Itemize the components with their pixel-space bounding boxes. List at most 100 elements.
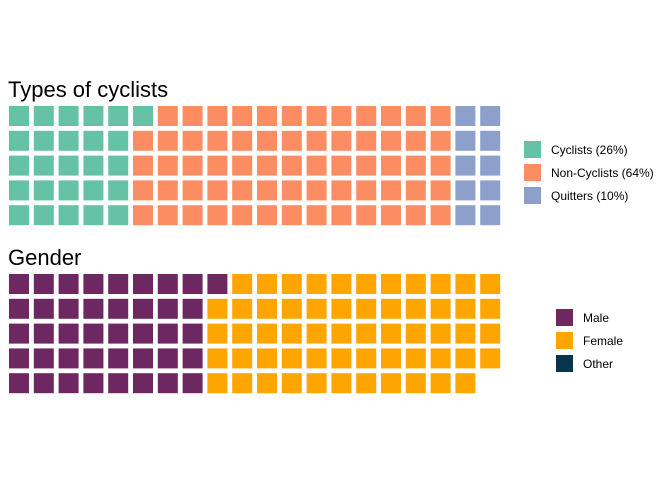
waffle-cell-female xyxy=(232,274,253,294)
waffle-cell-female xyxy=(257,348,277,369)
waffle-cell-cyclists xyxy=(58,106,79,126)
waffle-cell-cyclists xyxy=(108,106,129,126)
waffle-cell-male xyxy=(207,274,228,294)
waffle-cell-female xyxy=(455,348,476,369)
waffle-cell-non-cyclists xyxy=(430,130,451,151)
waffle-cell-non-cyclists xyxy=(157,180,178,201)
waffle-cell-female xyxy=(430,298,451,319)
waffle-cell-male xyxy=(108,348,129,369)
waffle-cell-non-cyclists xyxy=(133,155,153,176)
waffle-cell-non-cyclists xyxy=(430,180,451,201)
waffle-cell-male xyxy=(182,348,203,369)
waffle-cell-female xyxy=(405,298,426,319)
waffle-cell-female xyxy=(331,348,352,369)
waffle-cell-male xyxy=(58,348,79,369)
waffle-cell-non-cyclists xyxy=(356,205,377,226)
waffle-cell-male xyxy=(9,373,29,394)
waffle-cell-non-cyclists xyxy=(405,155,426,176)
waffle-cell-male xyxy=(133,323,153,344)
legend-key-other xyxy=(556,355,573,372)
waffle-cell-non-cyclists xyxy=(257,106,277,126)
waffle-cell-female xyxy=(232,373,253,394)
waffle-cell-female xyxy=(331,298,352,319)
waffle-cell-quitters xyxy=(455,205,476,226)
waffle-cell-non-cyclists xyxy=(133,130,153,151)
waffle-cell-non-cyclists xyxy=(207,155,228,176)
waffle-cell-female xyxy=(381,274,401,294)
waffle-cell-cyclists xyxy=(9,180,29,201)
waffle-cell-cyclists xyxy=(33,106,54,126)
waffle-cell-cyclists xyxy=(9,130,29,151)
waffle-cell-female xyxy=(405,274,426,294)
waffle-cell-quitters xyxy=(480,155,501,176)
waffle-cell-non-cyclists xyxy=(331,130,352,151)
legend-label-non-cyclists: Non-Cyclists (64%) xyxy=(551,165,654,180)
waffle-cell-female xyxy=(281,373,302,394)
waffle-cell-female xyxy=(306,373,327,394)
waffle-cell-non-cyclists xyxy=(331,180,352,201)
waffle-cell-male xyxy=(58,298,79,319)
legend-key-quitters xyxy=(524,187,541,204)
waffle-cell-non-cyclists xyxy=(232,130,253,151)
waffle-cell-male xyxy=(157,373,178,394)
chart-title-gender: Gender xyxy=(8,245,82,270)
legend-item: Female xyxy=(556,329,623,352)
waffle-cell-non-cyclists xyxy=(207,130,228,151)
waffle-cell-male xyxy=(83,373,104,394)
waffle-cell-female xyxy=(455,323,476,344)
waffle-cell-female xyxy=(356,323,377,344)
waffle-cell-female xyxy=(331,373,352,394)
waffle-cell-female xyxy=(430,373,451,394)
waffle-cell-cyclists xyxy=(58,180,79,201)
waffle-cell-male xyxy=(83,274,104,294)
legend-item: Non-Cyclists (64%) xyxy=(524,161,654,184)
waffle-cell-non-cyclists xyxy=(306,155,327,176)
waffle-cell-female xyxy=(455,373,476,394)
chart-title-cyclist-types: Types of cyclists xyxy=(8,77,169,102)
waffle-cell-male xyxy=(157,323,178,344)
waffle-cell-non-cyclists xyxy=(157,130,178,151)
waffle-cell-cyclists xyxy=(83,155,104,176)
waffle-cell-female xyxy=(281,274,302,294)
waffle-cell-non-cyclists xyxy=(430,205,451,226)
waffle-cell-female xyxy=(306,323,327,344)
waffle-cell-female xyxy=(306,298,327,319)
waffle-cell-non-cyclists xyxy=(430,155,451,176)
waffle-cell-non-cyclists xyxy=(257,180,277,201)
waffle-cell-female xyxy=(480,323,501,344)
waffle-cell-female xyxy=(381,373,401,394)
waffle-cell-male xyxy=(108,298,129,319)
waffle-cell-female xyxy=(306,348,327,369)
waffle-cell-female xyxy=(257,373,277,394)
waffle-cell-non-cyclists xyxy=(306,205,327,226)
waffle-cell-female xyxy=(281,298,302,319)
waffle-cell-cyclists xyxy=(83,205,104,226)
waffle-cell-non-cyclists xyxy=(157,205,178,226)
waffle-cell-non-cyclists xyxy=(381,155,401,176)
waffle-cell-quitters xyxy=(480,205,501,226)
legend-key-female xyxy=(556,332,573,349)
waffle-cell-quitters xyxy=(480,130,501,151)
waffle-cell-male xyxy=(83,348,104,369)
waffle-cell-cyclists xyxy=(133,106,153,126)
waffle-cell-female xyxy=(232,298,253,319)
waffle-cell-female xyxy=(480,274,501,294)
waffle-cell-non-cyclists xyxy=(306,130,327,151)
waffle-cell-female xyxy=(281,348,302,369)
waffle-cell-female xyxy=(281,323,302,344)
legend-key-non-cyclists xyxy=(524,164,541,181)
waffle-cell-non-cyclists xyxy=(430,106,451,126)
waffle-cell-female xyxy=(430,348,451,369)
waffle-cell-female xyxy=(480,348,501,369)
waffle-cell-female xyxy=(232,323,253,344)
waffle-cell-female xyxy=(207,323,228,344)
waffle-cell-non-cyclists xyxy=(281,130,302,151)
waffle-cell-cyclists xyxy=(33,130,54,151)
waffle-cell-male xyxy=(33,373,54,394)
legend-item: Male xyxy=(556,306,623,329)
waffle-cell-non-cyclists xyxy=(405,180,426,201)
waffle-cell-female xyxy=(381,348,401,369)
waffle-cell-non-cyclists xyxy=(232,155,253,176)
waffle-cell-male xyxy=(108,323,129,344)
legend-gender: Male Female Other xyxy=(556,306,623,375)
